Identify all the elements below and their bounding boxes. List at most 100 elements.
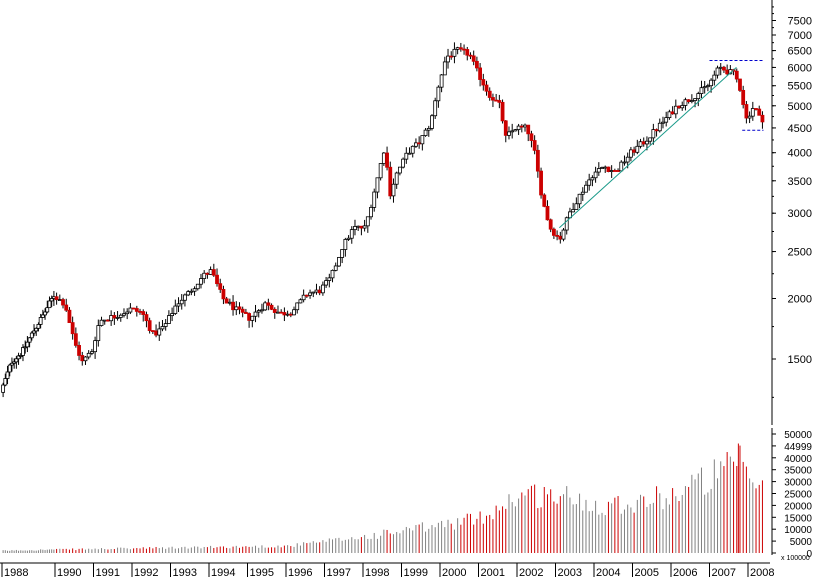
candle-body <box>282 312 287 316</box>
candle-body <box>186 291 191 296</box>
candle-body <box>468 54 473 57</box>
candle-body <box>199 278 203 285</box>
candle-body <box>125 311 130 315</box>
candle-body <box>272 308 277 313</box>
volume-tick-label: 0 <box>806 549 812 560</box>
candle-body <box>651 129 656 139</box>
candle-body <box>452 48 457 57</box>
candle-body <box>330 269 335 279</box>
time-tick-label: 1996 <box>288 567 312 578</box>
candle-body <box>673 105 678 115</box>
candle-body <box>519 125 524 128</box>
candle-body <box>369 206 373 218</box>
candle-body <box>205 272 210 275</box>
time-tick-label: 2006 <box>673 567 697 578</box>
candle-body <box>314 289 319 293</box>
candle-body <box>298 299 303 304</box>
trend-line <box>559 67 737 229</box>
candle-body <box>696 93 701 100</box>
time-tick-label: 1990 <box>57 567 81 578</box>
candle-body <box>118 314 123 318</box>
candle-body <box>551 228 556 236</box>
time-tick-label: 2004 <box>596 567 620 578</box>
candle-body <box>253 311 258 317</box>
candle-body <box>577 193 582 205</box>
candle-body <box>401 158 406 168</box>
candle-body <box>21 347 25 356</box>
time-tick-label: 2001 <box>481 567 505 578</box>
candle-body <box>128 307 133 313</box>
candle-body <box>689 100 694 102</box>
candle-body <box>70 322 75 335</box>
candle-body <box>471 55 476 62</box>
candle-body <box>179 299 184 305</box>
candle-body <box>645 140 649 145</box>
candle-body <box>619 161 624 172</box>
candle-body <box>349 229 354 239</box>
candle-body <box>173 305 178 314</box>
candle-body <box>80 355 85 362</box>
candle-body <box>612 170 617 172</box>
candle-body <box>750 108 755 117</box>
candle-body <box>417 142 422 145</box>
candle-body <box>548 219 553 230</box>
candle-body <box>635 145 640 153</box>
candle-body <box>89 351 94 354</box>
price-tick-label: 2500 <box>788 247 812 259</box>
time-tick-label: 1991 <box>96 567 120 578</box>
candle-body <box>57 299 62 302</box>
candle-body <box>34 327 39 332</box>
candle-body <box>423 129 428 137</box>
time-tick-label: 2007 <box>712 567 736 578</box>
candle-body <box>722 66 726 71</box>
candle-body <box>503 120 508 136</box>
candle-body <box>410 145 415 154</box>
candle-body <box>134 308 139 312</box>
candle-body <box>333 265 338 271</box>
time-tick-label: 1994 <box>211 567 235 578</box>
price-tick-label: 7000 <box>788 30 812 42</box>
candle-body <box>535 149 540 172</box>
candle-body <box>381 152 386 164</box>
candle-body <box>340 249 345 258</box>
chart-overlays <box>559 60 764 229</box>
candle-body <box>317 289 322 294</box>
candle-body <box>295 302 300 311</box>
candle-body <box>760 114 765 123</box>
candle-body <box>500 101 505 122</box>
candle-body <box>227 301 232 304</box>
candle-body <box>638 141 643 147</box>
candle-body <box>45 307 50 313</box>
candle-body <box>478 67 483 80</box>
price-tick-label: 4500 <box>788 123 812 135</box>
candle-body <box>154 330 158 336</box>
candle-body <box>372 191 377 208</box>
price-tick-label: 3500 <box>788 176 812 188</box>
candle-body <box>131 307 136 310</box>
candle-body <box>757 108 762 116</box>
candle-body <box>215 274 219 285</box>
candle-body <box>683 99 688 106</box>
candle-body <box>625 156 630 163</box>
candle-body <box>487 90 492 98</box>
candle-body <box>670 111 675 115</box>
candle-body <box>587 179 592 186</box>
candle-body <box>388 166 393 197</box>
candle-body <box>247 313 252 321</box>
candle-body <box>491 97 495 101</box>
candle-body <box>394 172 399 185</box>
candle-body <box>195 283 200 290</box>
candle-body <box>83 356 88 362</box>
candle-body <box>356 225 361 228</box>
candle-body <box>526 124 531 135</box>
volume-tick-label: 5000 <box>790 537 813 548</box>
price-tick-label: 7500 <box>788 15 812 27</box>
candle-body <box>397 166 402 174</box>
candle-body <box>715 67 720 76</box>
candle-body <box>311 291 316 294</box>
candle-body <box>240 308 245 313</box>
candle-body <box>664 117 669 123</box>
volume-axis: 0500010000150002000025000300003500040000… <box>771 428 813 560</box>
price-candles <box>1 42 765 398</box>
